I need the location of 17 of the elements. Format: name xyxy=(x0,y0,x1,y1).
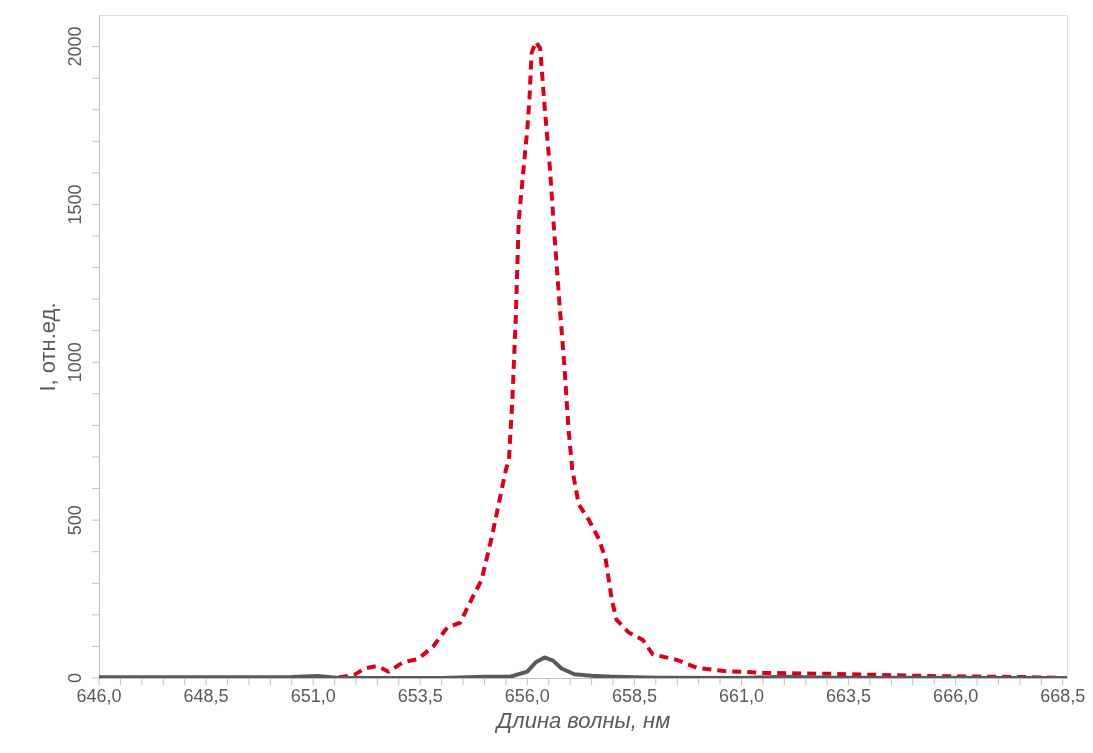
x-tick-label: 656,0 xyxy=(504,686,550,706)
x-tick-label: 668,5 xyxy=(1040,686,1086,706)
y-tick-label: 1000 xyxy=(65,342,85,383)
y-tick-label: 500 xyxy=(65,505,85,536)
y-tick-label: 2000 xyxy=(65,26,85,67)
y-tick-label: 1500 xyxy=(65,184,85,225)
x-tick-label: 651,0 xyxy=(290,686,336,706)
x-axis-title: Длина волны, нм xyxy=(493,707,671,733)
x-tick-label: 661,0 xyxy=(718,686,764,706)
x-tick-label: 666,0 xyxy=(933,686,979,706)
x-tick-label: 663,5 xyxy=(826,686,872,706)
x-tick-label: 648,5 xyxy=(183,686,229,706)
y-tick-label: 0 xyxy=(65,672,85,684)
x-tick-label: 646,0 xyxy=(76,686,122,706)
x-tick-label: 653,5 xyxy=(397,686,443,706)
y-axis-title: I, отн.ед. xyxy=(34,302,60,392)
x-tick-label: 658,5 xyxy=(611,686,657,706)
